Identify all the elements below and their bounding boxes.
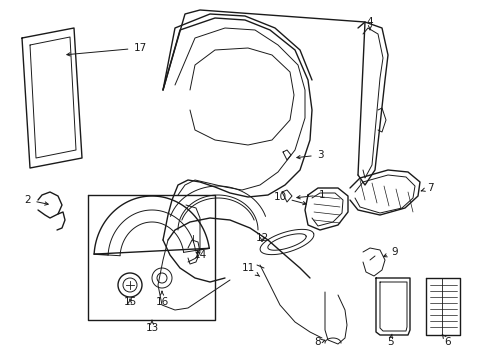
Text: 7: 7: [421, 183, 433, 193]
Text: 9: 9: [384, 247, 398, 257]
Text: 4: 4: [367, 17, 373, 30]
Text: 16: 16: [155, 291, 169, 307]
Text: 1: 1: [297, 190, 325, 200]
Text: 15: 15: [123, 297, 137, 307]
Text: 11: 11: [242, 263, 260, 276]
Text: 13: 13: [146, 320, 159, 333]
Text: 12: 12: [255, 233, 269, 243]
Text: 3: 3: [297, 150, 323, 160]
Text: 17: 17: [67, 43, 147, 56]
Text: 10: 10: [273, 192, 306, 205]
Text: 6: 6: [442, 334, 451, 347]
Text: 14: 14: [194, 250, 207, 260]
Text: 5: 5: [387, 334, 393, 347]
Text: 8: 8: [315, 337, 325, 347]
Text: 2: 2: [24, 195, 48, 205]
